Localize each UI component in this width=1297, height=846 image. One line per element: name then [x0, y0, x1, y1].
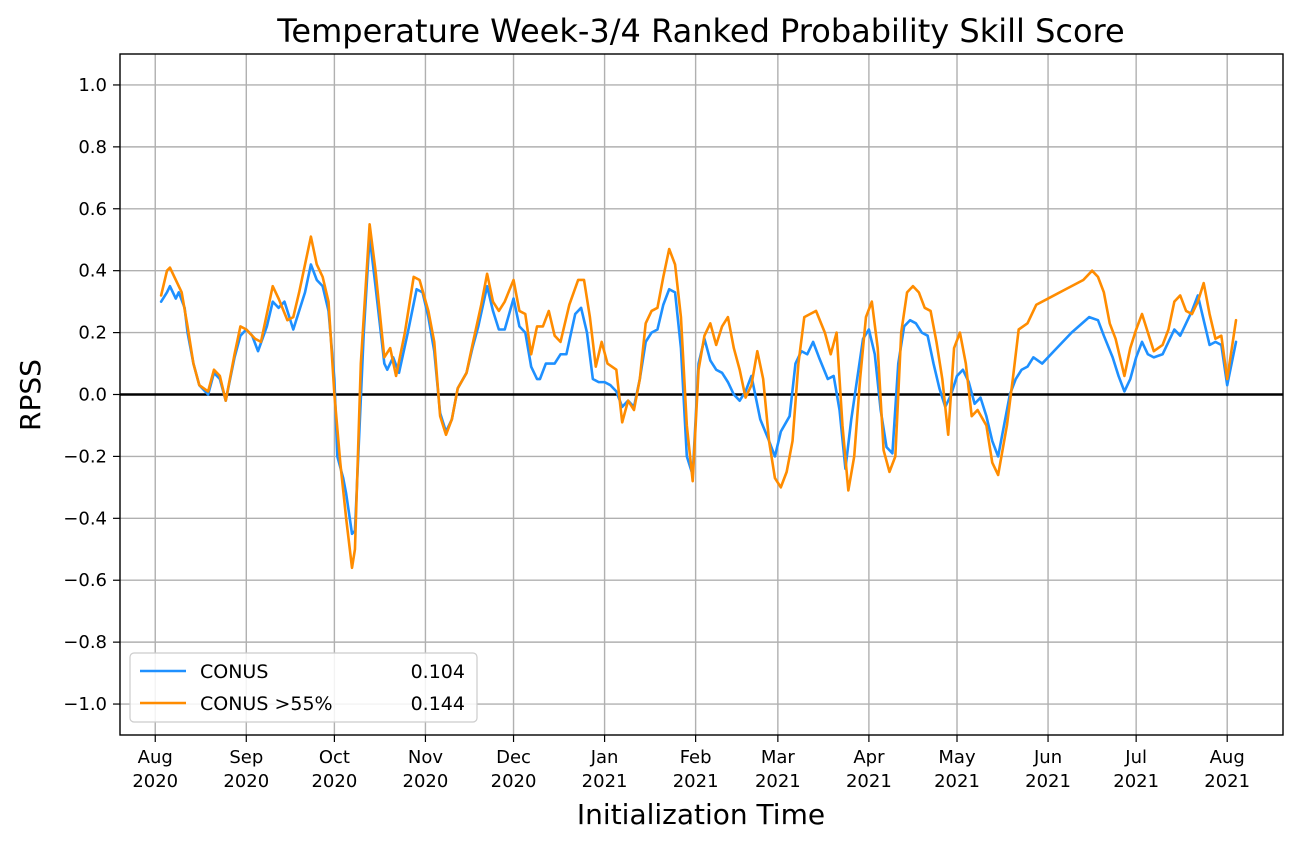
x-tick-label-month: Jul [1124, 747, 1147, 768]
x-tick-label-year: 2021 [1113, 771, 1159, 792]
x-tick-label-month: Jun [1033, 747, 1062, 768]
y-tick-label: 0.4 [78, 261, 107, 282]
chart-title: Temperature Week-3/4 Ranked Probability … [276, 12, 1124, 50]
x-tick-label-year: 2021 [934, 771, 980, 792]
x-tick-label-month: Aug [138, 747, 173, 768]
x-tick-label-year: 2021 [755, 771, 801, 792]
y-tick-label: 0.0 [78, 385, 107, 406]
legend-label-0: CONUS [200, 661, 268, 683]
legend-box [129, 652, 478, 723]
y-tick-label: 1.0 [78, 75, 107, 96]
y-axis-label: RPSS [14, 359, 47, 431]
x-tick-label-year: 2021 [582, 771, 628, 792]
y-tick-label: −1.0 [63, 694, 107, 715]
x-tick-label-month: Feb [680, 747, 712, 768]
axes: −1.0 −0.8 −0.6 −0.4 −0.2 0.0 0.2 0.4 0.6 0.8 1.0 Au… [63, 53, 1284, 792]
y-tick-label: 0.8 [78, 137, 107, 158]
x-tick-label-year: 2020 [403, 771, 449, 792]
x-tick-label-year: 2021 [1025, 771, 1071, 792]
x-tick-label-month: May [938, 747, 976, 768]
x-tick-label-year: 2021 [846, 771, 892, 792]
y-tick-label: −0.6 [63, 570, 107, 591]
x-tick-label-year: 2021 [1204, 771, 1250, 792]
y-tick-label: 0.6 [78, 199, 107, 220]
x-tick-label-year: 2020 [311, 771, 357, 792]
y-tick-label: −0.4 [63, 508, 107, 529]
plot-frame [119, 53, 1284, 736]
series-lines [159, 222, 1238, 570]
x-tick-label-year: 2020 [132, 771, 178, 792]
x-tick-label-month: Apr [853, 747, 885, 768]
x-tick-label-month: Dec [496, 747, 531, 768]
x-tick-label-year: 2020 [223, 771, 269, 792]
y-tick-label: −0.8 [63, 632, 107, 653]
legend: CONUS 0.104 CONUS >55% 0.144 [129, 652, 478, 723]
x-tick-label-month: Jan [590, 747, 619, 768]
y-tick-label: 0.2 [78, 323, 107, 344]
legend-score-1: 0.144 [411, 693, 465, 715]
x-axis-label: Initialization Time [577, 798, 825, 831]
y-tick-label: −0.2 [63, 446, 107, 467]
legend-label-1: CONUS >55% [200, 693, 333, 715]
x-tick-label-month: Aug [1210, 747, 1245, 768]
series-line-1 [159, 222, 1238, 570]
x-tick-label-year: 2021 [673, 771, 719, 792]
x-tick-label-month: Sep [229, 747, 263, 768]
x-tick-label-month: Nov [408, 747, 443, 768]
x-tick-label-month: Mar [761, 747, 796, 768]
x-tick-label-year: 2020 [491, 771, 537, 792]
x-tick-label-month: Oct [319, 747, 350, 768]
legend-score-0: 0.104 [411, 661, 465, 683]
